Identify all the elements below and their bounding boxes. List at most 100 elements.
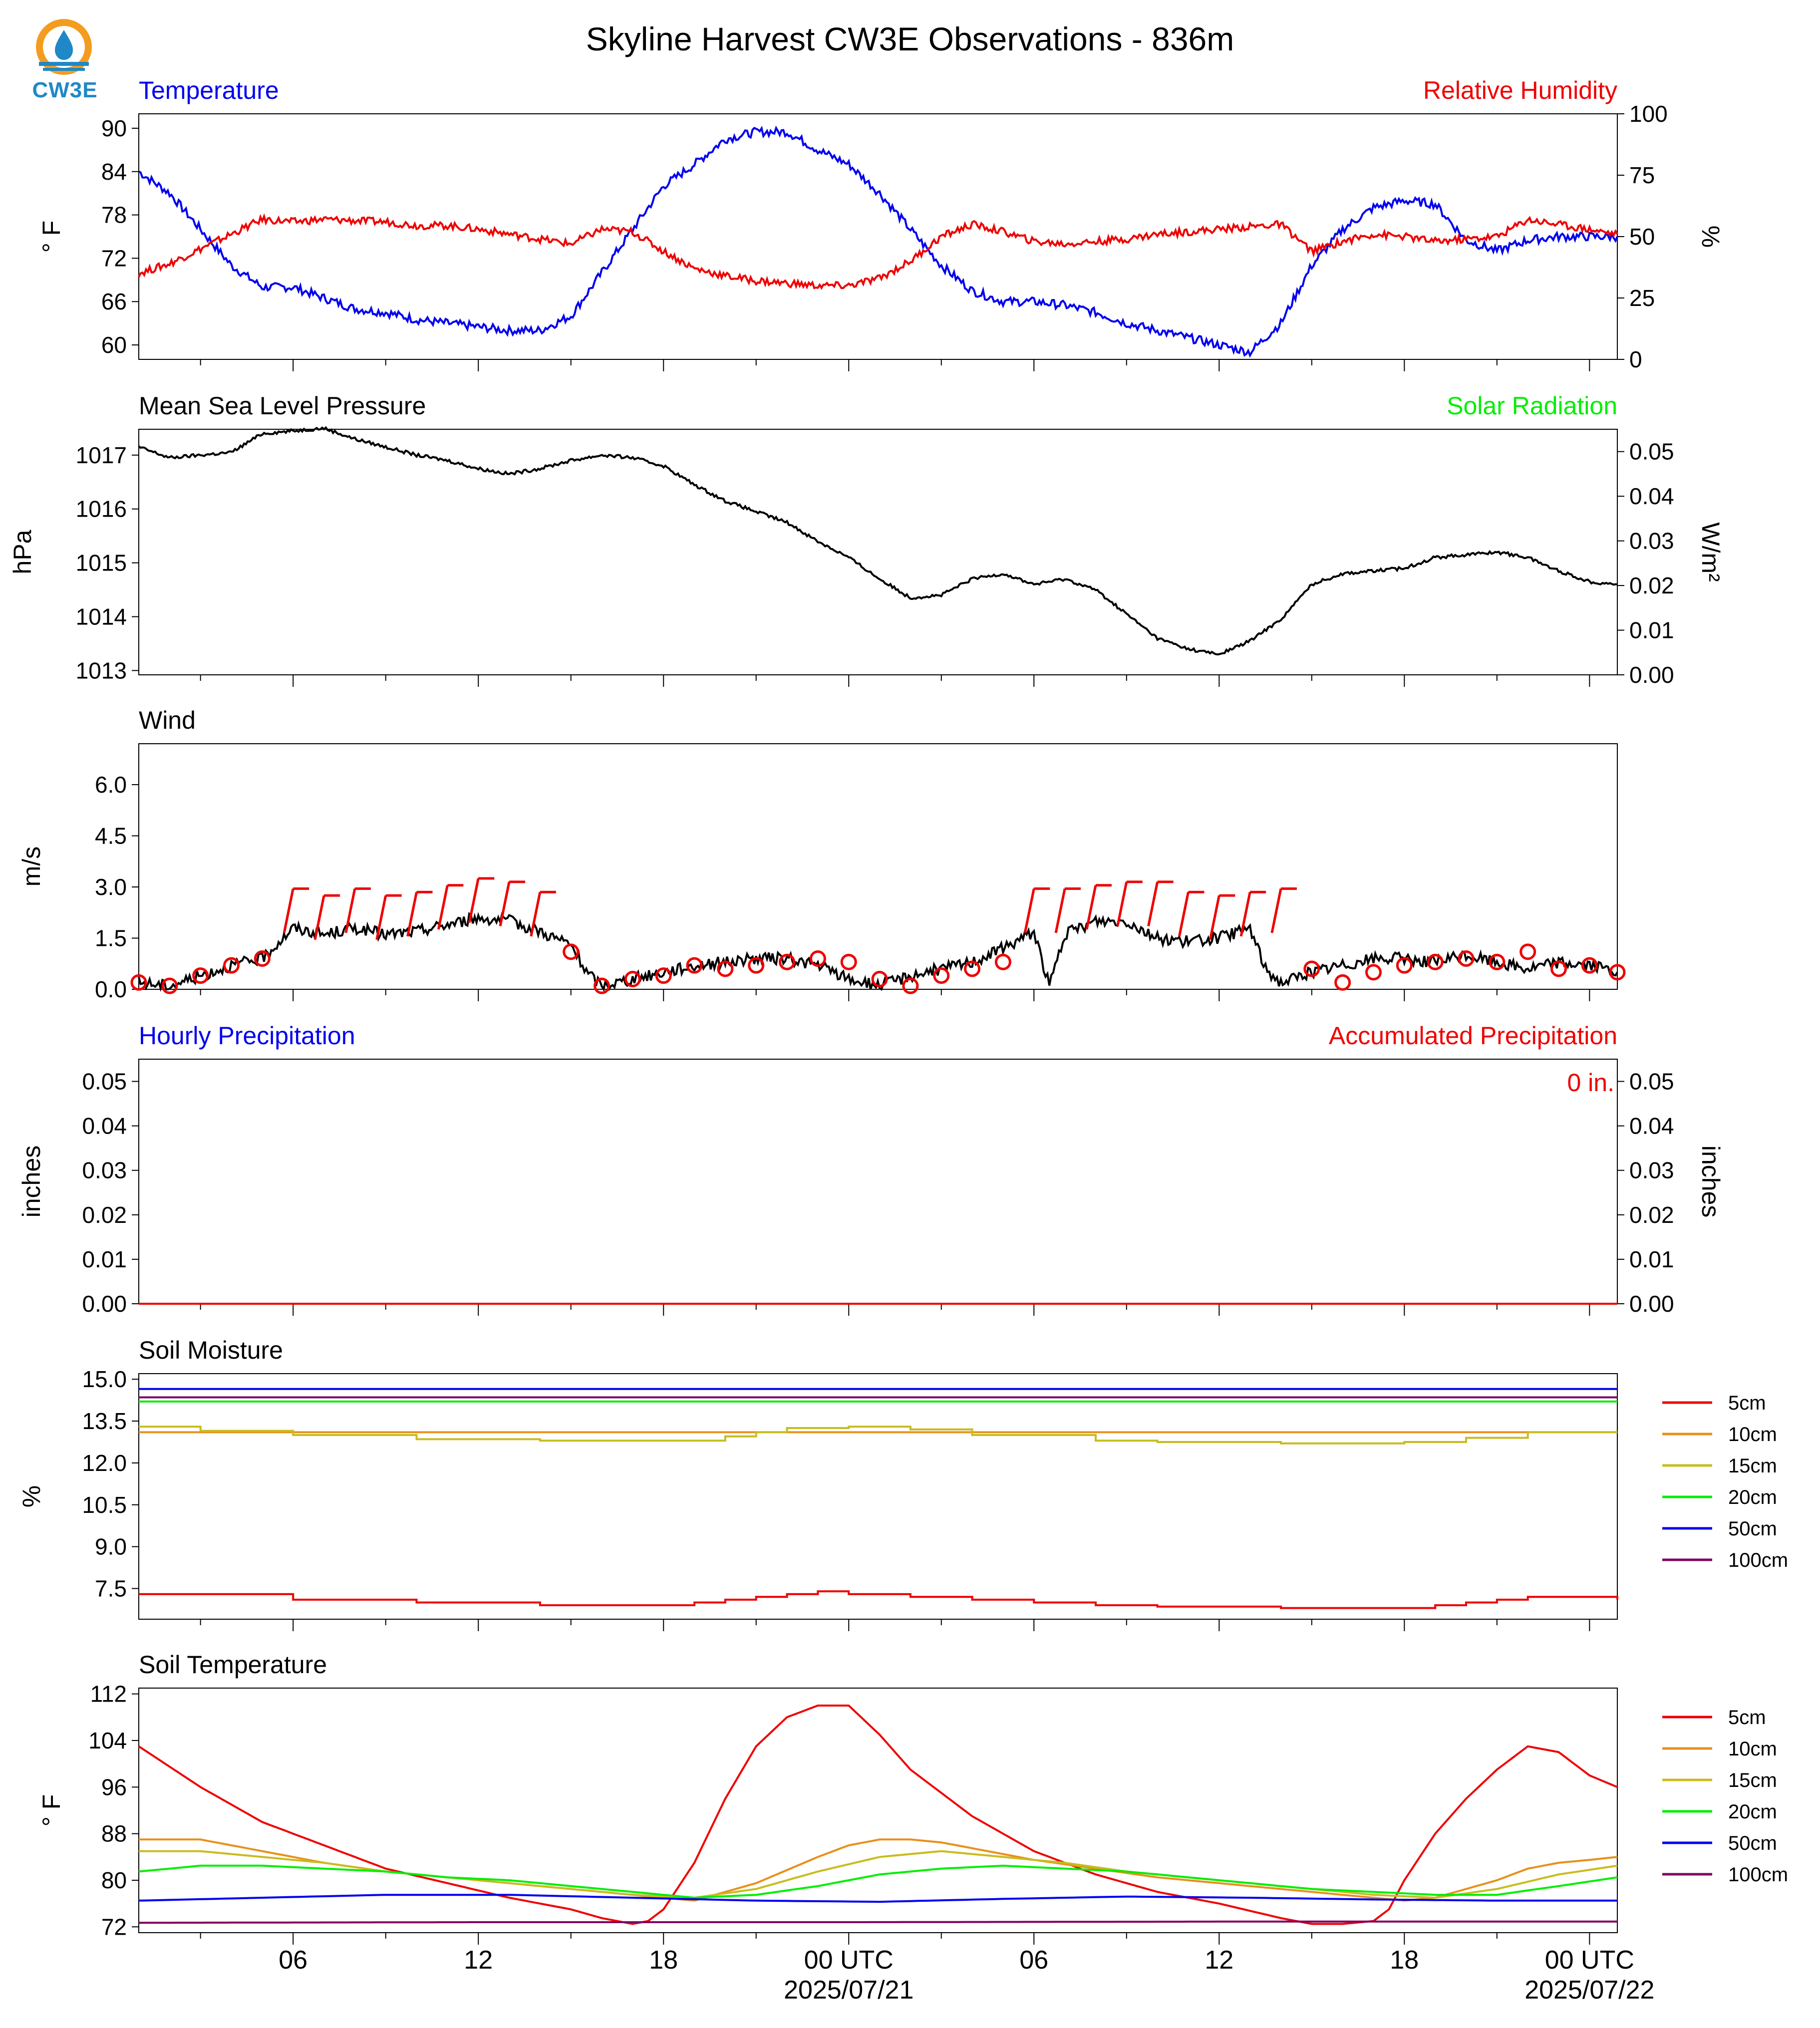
y-axis-label-left: inches xyxy=(17,1146,45,1218)
y-tick-label-left: 72 xyxy=(101,1914,127,1940)
wind-calm-marker xyxy=(594,977,610,994)
y-tick-label-left: 1016 xyxy=(76,496,127,522)
plot-frame xyxy=(138,743,1618,990)
legend: 5cm 10cm 15cm 20cm 50cm 100cm xyxy=(1662,1707,1788,1886)
y-tick-label-left: 13.5 xyxy=(82,1408,127,1434)
y-axis-label-right: % xyxy=(1697,226,1725,248)
wind-calm-marker xyxy=(1489,953,1506,970)
panel-soil_temp: Soil Temperature 72 80 88 96 104 112 ° F 5cm 10cm… xyxy=(37,1651,1788,1945)
panel-title-left: Hourly Precipitation xyxy=(139,1022,355,1050)
cw3e-logo xyxy=(29,16,99,101)
y-tick-label-left: 1014 xyxy=(76,603,127,629)
wind-barb xyxy=(530,891,542,937)
y-tick-label-right: 100 xyxy=(1629,101,1668,127)
legend-label: 15cm xyxy=(1728,1769,1777,1791)
y-tick-label-right: 50 xyxy=(1629,224,1655,250)
legend-label: 15cm xyxy=(1728,1455,1777,1477)
y-tick-label-left: 10.5 xyxy=(82,1492,127,1518)
x-tick-label: 18 xyxy=(1390,1946,1419,1975)
wind-calm-marker xyxy=(809,950,826,967)
series-line-5cm xyxy=(138,1705,1618,1925)
wind-barb xyxy=(344,888,356,933)
y-tick-label-left: 4.5 xyxy=(95,823,127,849)
panel-title-left: Soil Temperature xyxy=(139,1651,327,1679)
panel-wind: Wind 0.0 1.5 3.0 4.5 6.0 m/s xyxy=(17,706,1626,1002)
wind-barb xyxy=(468,878,480,923)
y-axis-label-left: m/s xyxy=(17,847,45,887)
wind-calm-marker xyxy=(933,967,950,984)
wind-barb xyxy=(1147,881,1159,926)
y-tick-label-left: 0.05 xyxy=(82,1069,127,1095)
y-tick-label-left: 72 xyxy=(101,245,127,271)
series-line-temperature xyxy=(138,125,1618,358)
x-date-label: 2025/07/22 xyxy=(1524,1976,1654,2005)
plot-frame xyxy=(138,1688,1618,1933)
wind-barb xyxy=(437,885,449,930)
wind-calm-marker xyxy=(840,953,857,970)
wind-calm-marker xyxy=(686,957,703,974)
wind-barb xyxy=(375,895,387,940)
panel-title-left: Mean Sea Level Pressure xyxy=(139,392,426,420)
y-tick-label-right: 0.05 xyxy=(1629,439,1674,465)
series-line-wind xyxy=(138,911,1618,992)
y-axis-label-left: % xyxy=(17,1485,45,1507)
y-tick-label-right: 0.00 xyxy=(1629,1291,1674,1317)
panel-title-right: Relative Humidity xyxy=(1423,76,1617,104)
wind-barb xyxy=(1085,885,1097,930)
y-tick-label-left: 84 xyxy=(101,159,127,185)
y-tick-label-right: 25 xyxy=(1629,285,1655,311)
y-tick-label-left: 78 xyxy=(101,202,127,228)
legend-label: 5cm xyxy=(1728,1392,1766,1414)
legend-label: 100cm xyxy=(1728,1864,1788,1886)
y-tick-label-left: 12.0 xyxy=(82,1450,127,1476)
panel-pressure: Mean Sea Level Pressure Solar Radiation 10… xyxy=(8,392,1725,688)
series-line-relative-humidity xyxy=(138,213,1618,290)
panel-title-left: Temperature xyxy=(139,76,279,104)
wind-calm-marker xyxy=(1396,957,1413,974)
x-date-label: 2025/07/21 xyxy=(784,1976,913,2005)
wind-calm-marker xyxy=(624,971,641,987)
series-line-50cm xyxy=(138,1894,1617,1903)
y-axis-label-left: ° F xyxy=(37,221,65,253)
legend-label: 100cm xyxy=(1728,1549,1788,1571)
y-tick-label-left: 1017 xyxy=(76,442,127,468)
series-line-mean-sea-level-pressure xyxy=(138,426,1618,656)
legend-label: 10cm xyxy=(1728,1424,1777,1446)
y-tick-label-right: 0.03 xyxy=(1629,528,1674,554)
y-tick-label-left: 80 xyxy=(101,1867,127,1893)
y-tick-label-left: 1.5 xyxy=(95,925,127,951)
wind-calm-marker xyxy=(161,977,178,994)
plot-frame xyxy=(138,1373,1618,1620)
wind-calm-marker xyxy=(1458,950,1475,967)
wind-calm-marker xyxy=(655,967,672,984)
wind-barb xyxy=(1116,881,1128,926)
legend-label: 20cm xyxy=(1728,1486,1777,1508)
y-tick-label-right: 0.04 xyxy=(1629,483,1674,509)
y-tick-label-right: 75 xyxy=(1629,162,1655,188)
y-axis-label-right: inches xyxy=(1697,1146,1725,1218)
wind-calm-marker xyxy=(964,960,981,977)
x-tick-label: 00 UTC xyxy=(804,1946,894,1975)
y-tick-label-right: 0 xyxy=(1629,346,1642,372)
x-tick-label: 18 xyxy=(649,1946,678,1975)
wind-calm-marker xyxy=(717,960,734,977)
y-tick-label-left: 96 xyxy=(101,1774,127,1800)
wind-calm-marker xyxy=(1609,964,1626,981)
y-tick-label-left: 66 xyxy=(101,289,127,314)
wind-calm-marker xyxy=(994,953,1011,970)
wind-calm-marker xyxy=(254,950,271,967)
y-tick-label-left: 0.02 xyxy=(82,1202,127,1228)
series-line-100cm xyxy=(138,1920,1617,1924)
y-axis-label-right: W/m² xyxy=(1697,522,1725,581)
x-tick-label: 12 xyxy=(1205,1946,1233,1975)
panel-title-right: Solar Radiation xyxy=(1447,392,1617,420)
panel-title-left: Soil Moisture xyxy=(139,1336,283,1364)
panel-temp_rh: Temperature Relative Humidity 60 66 72 78 84 90… xyxy=(37,76,1725,372)
accumulated-total-label: 0 in. xyxy=(1567,1069,1614,1097)
y-tick-label-left: 0.01 xyxy=(82,1246,127,1272)
x-tick-label: 12 xyxy=(464,1946,493,1975)
wind-barb xyxy=(1239,891,1251,937)
wind-barb xyxy=(1054,888,1066,933)
wind-calm-marker xyxy=(1427,953,1444,970)
